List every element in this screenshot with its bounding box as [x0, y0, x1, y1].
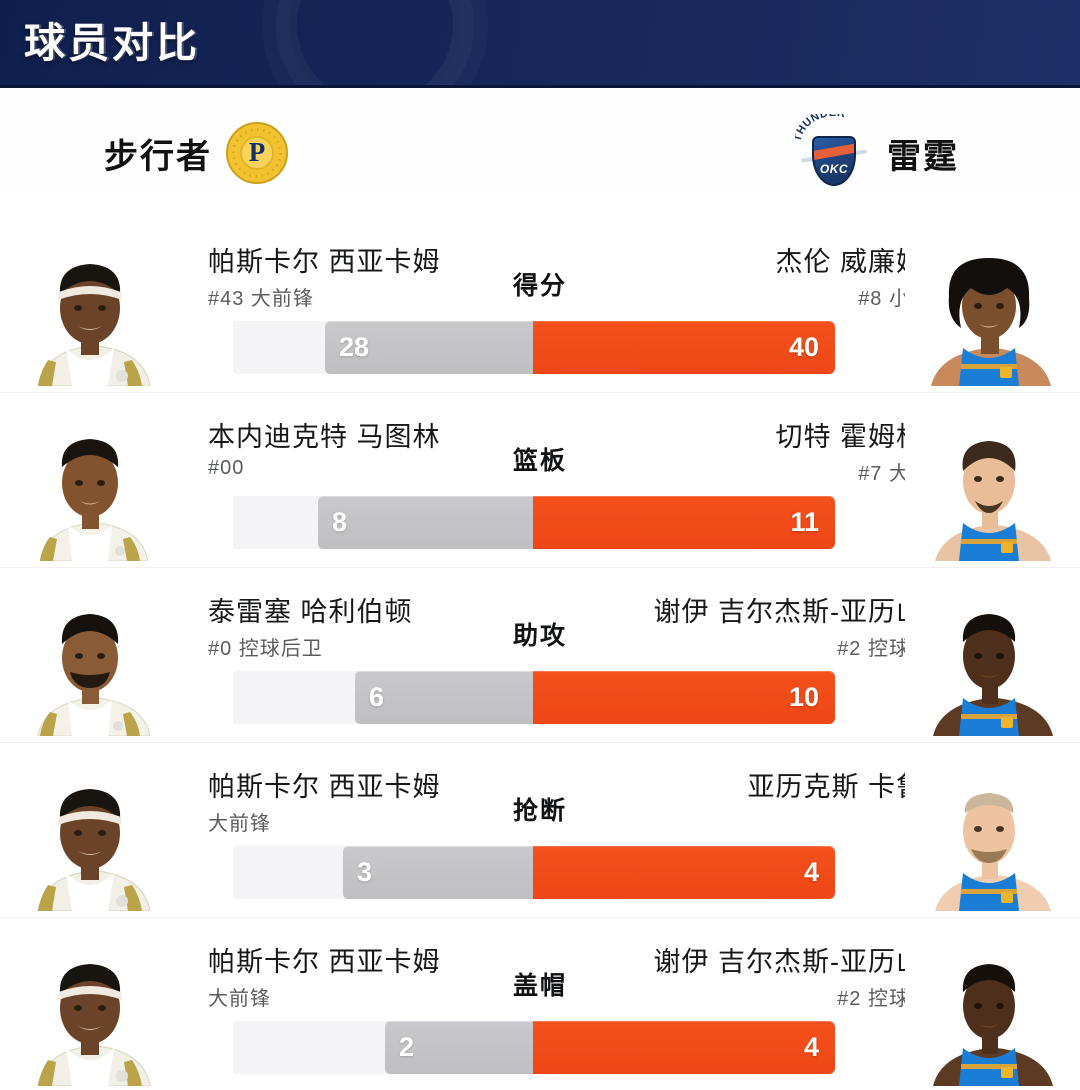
thunder-headshot-sga: [905, 936, 1073, 1086]
thunder-logo-icon: THUNDER: [795, 114, 873, 192]
away-bar-value: 10: [788, 682, 819, 712]
team-home[interactable]: 步行者 P: [104, 88, 288, 218]
away-bar-value: 11: [790, 507, 819, 537]
pacers-logo-icon: P: [226, 122, 288, 184]
header-decoration-rings: [290, 0, 460, 88]
home-bar-fill: 8: [318, 496, 533, 549]
home-bar-fill: 6: [355, 671, 533, 724]
home-bar-fill: 2: [385, 1021, 533, 1074]
stat-row: 帕斯卡尔 西亚卡姆 大前锋 抢断 亚历克斯 卡鲁索 #9 3 4: [0, 743, 1080, 918]
team-home-name: 步行者: [104, 137, 212, 176]
home-bar-value: 3: [357, 857, 373, 887]
home-bar-fill: 3: [343, 846, 533, 899]
home-bar-fill: 28: [325, 321, 533, 374]
home-bar-value: 2: [399, 1032, 415, 1062]
away-bar-fill: 40: [533, 321, 835, 374]
home-bar-value: 28: [339, 332, 370, 362]
pacers-headshot-mathurin: [6, 411, 174, 561]
away-player-name: 谢伊 吉尔杰斯-亚历山大: [653, 947, 952, 977]
home-player-name: 本内迪克特 马图林: [208, 422, 441, 452]
stat-bar: 3 4: [233, 846, 835, 899]
away-player-name: 谢伊 吉尔杰斯-亚历山大: [653, 597, 952, 627]
stat-row: 帕斯卡尔 西亚卡姆 大前锋 盖帽 谢伊 吉尔杰斯-亚历山大 #2 控球后卫 2 …: [0, 918, 1080, 1090]
team-away[interactable]: THUNDER 雷霆: [795, 88, 959, 218]
home-player-name: 帕斯卡尔 西亚卡姆: [208, 947, 441, 977]
thunder-headshot-jwilliams: [905, 236, 1073, 386]
stat-row: 泰雷塞 哈利伯顿 #0 控球后卫 助攻 谢伊 吉尔杰斯-亚历山大 #2 控球后卫…: [0, 568, 1080, 743]
stat-bar: 8 11: [233, 496, 835, 549]
home-player-meta: #00: [208, 457, 245, 479]
home-player-meta: #43 大前锋: [208, 288, 314, 310]
stat-bar: 2 4: [233, 1021, 835, 1074]
away-bar-fill: 10: [533, 671, 835, 724]
home-player-meta: #0 控球后卫: [208, 638, 323, 660]
away-bar-fill: 4: [533, 1021, 835, 1074]
home-player-meta: 大前锋: [208, 813, 271, 835]
away-bar-fill: 11: [533, 496, 835, 549]
team-header-bar: 步行者 P THUNDER 雷霆: [0, 88, 1080, 218]
home-bar-value: 6: [369, 682, 385, 712]
home-player-name: 泰雷塞 哈利伯顿: [208, 597, 413, 627]
home-player-meta: 大前锋: [208, 988, 271, 1010]
home-player-name: 帕斯卡尔 西亚卡姆: [208, 772, 441, 802]
team-away-name: 雷霆: [887, 137, 959, 176]
away-bar-value: 4: [803, 1032, 819, 1062]
app-header: 球员对比: [0, 0, 1080, 88]
home-bar-value: 8: [332, 507, 348, 537]
home-player-name: 帕斯卡尔 西亚卡姆: [208, 247, 441, 277]
stat-row: 本内迪克特 马图林 #00 篮板 切特 霍姆格伦 #7 大前锋 8 11: [0, 393, 1080, 568]
thunder-headshot-holmgren: [905, 411, 1073, 561]
pacers-headshot-siakam: [6, 761, 174, 911]
pacers-headshot-siakam: [6, 936, 174, 1086]
page-title: 球员对比: [24, 20, 200, 66]
thunder-headshot-caruso: [905, 761, 1073, 911]
pacers-headshot-siakam: [6, 236, 174, 386]
away-bar-value: 4: [803, 857, 819, 887]
pacers-headshot-haliburton: [6, 586, 174, 736]
stat-bar: 28 40: [233, 321, 835, 374]
thunder-headshot-sga: [905, 586, 1073, 736]
away-bar-value: 40: [788, 332, 819, 362]
away-bar-fill: 4: [533, 846, 835, 899]
stat-bar: 6 10: [233, 671, 835, 724]
stat-row: 帕斯卡尔 西亚卡姆 #43 大前锋 得分 杰伦 威廉姆斯 #8 小前锋 28 4…: [0, 218, 1080, 393]
stat-rows-container: 帕斯卡尔 西亚卡姆 #43 大前锋 得分 杰伦 威廉姆斯 #8 小前锋 28 4…: [0, 218, 1080, 1090]
